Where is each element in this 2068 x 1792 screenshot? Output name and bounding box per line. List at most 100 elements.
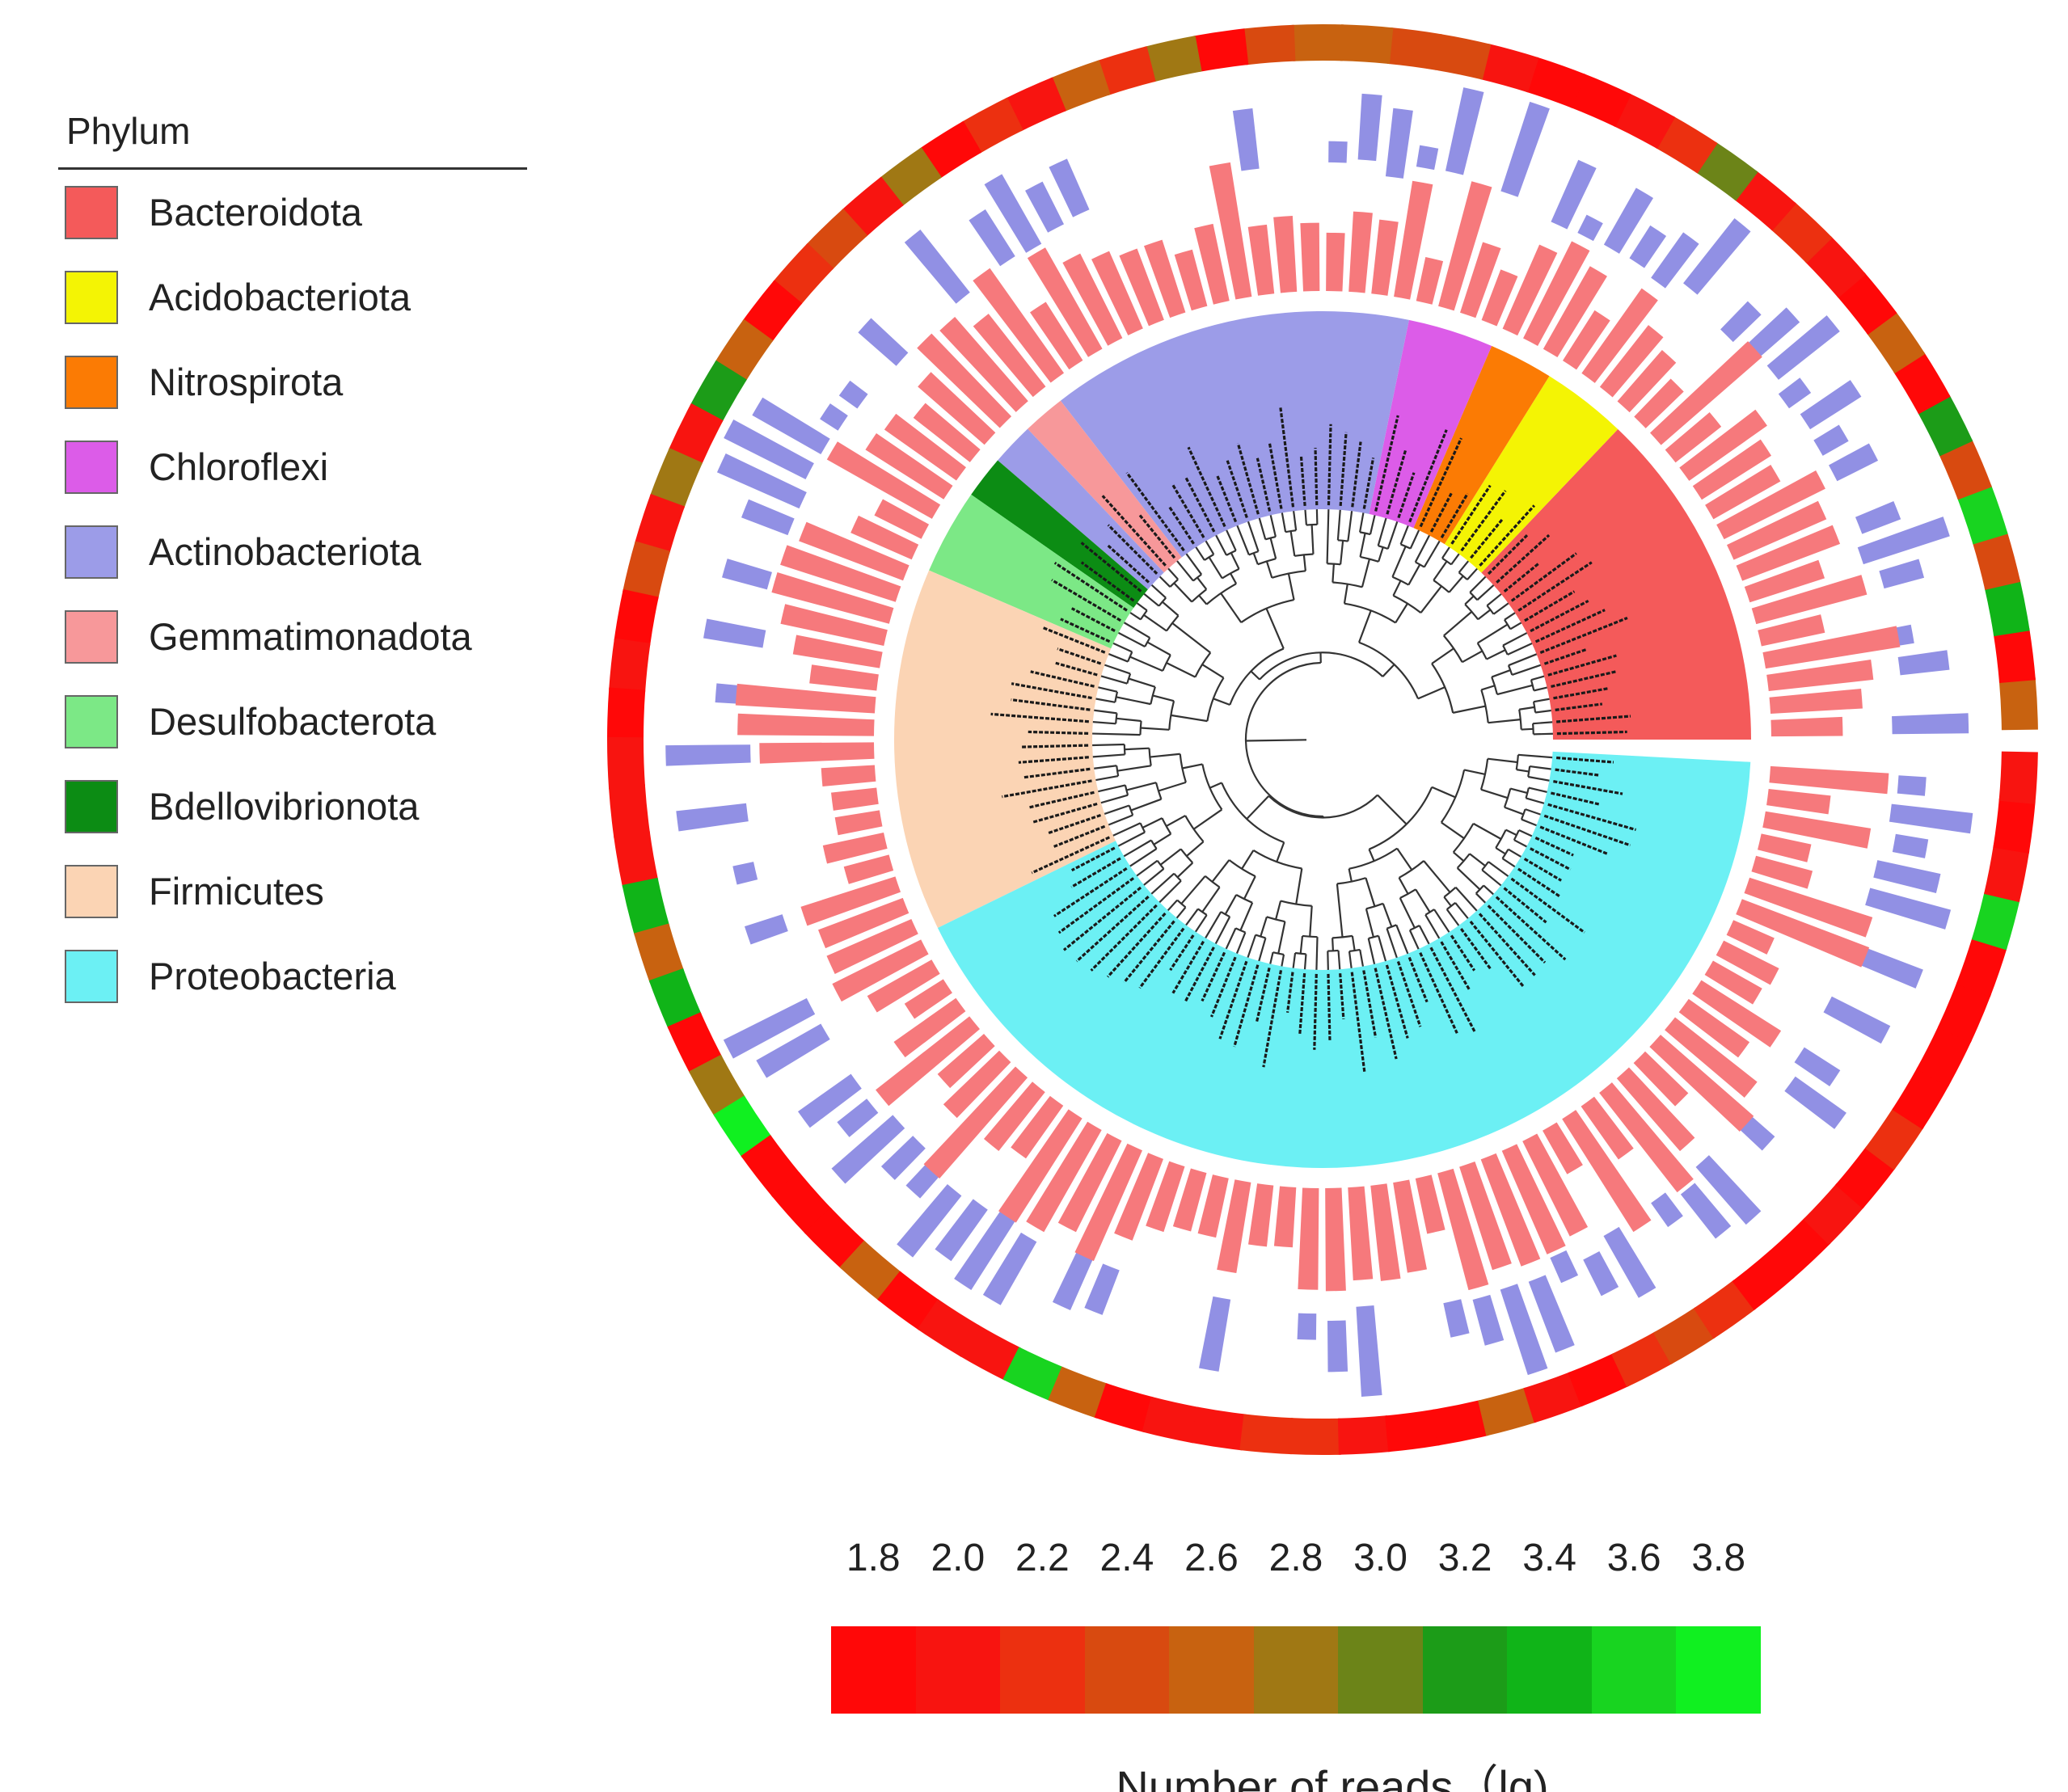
heatmap-cell [1917, 394, 1973, 457]
leaf-label [1397, 472, 1416, 519]
inner-bar [867, 959, 940, 1013]
leaf-label [1440, 941, 1471, 992]
tree-branch [1348, 868, 1353, 882]
outer-bar [1784, 1076, 1846, 1129]
inner-bar [1633, 1051, 1689, 1107]
tree-branch [1095, 774, 1119, 782]
leaf-label [1543, 647, 1588, 665]
leaf-label [1107, 524, 1159, 575]
heatmap-cell [1242, 24, 1296, 65]
outer-bar [1865, 888, 1952, 930]
legend-label: Desulfobacterota [149, 700, 437, 743]
outer-bar [820, 403, 848, 431]
inner-bar [1416, 257, 1444, 305]
tree-branch [1303, 954, 1307, 970]
leaf-label [1539, 616, 1628, 654]
tree-branch [1441, 546, 1450, 559]
outer-bar [1680, 1183, 1732, 1239]
tree-branch [1167, 899, 1179, 912]
leaf-label [1551, 791, 1600, 806]
tree-branch [1104, 664, 1131, 675]
leaf-label [1479, 504, 1535, 567]
tree-branch [1392, 580, 1402, 597]
heatmap-cell [1972, 531, 2021, 590]
inner-bar [826, 441, 941, 519]
tree-branch [1516, 769, 1530, 773]
tree-branch [1094, 765, 1117, 770]
inner-bar [1026, 1121, 1102, 1233]
tree-branch [1399, 525, 1409, 545]
legend-label: Actinobacteriota [149, 530, 422, 573]
heatmap-cell [1340, 24, 1394, 65]
inner-bar [937, 1034, 995, 1089]
leaf-label [1523, 858, 1562, 882]
leaf-label [1233, 964, 1260, 1048]
outer-bar [831, 1115, 905, 1184]
tree-branch [1518, 829, 1533, 837]
tree-branch [1128, 805, 1134, 816]
outer-bar [1857, 517, 1950, 565]
tree-branch [1472, 822, 1502, 840]
heatmap-cell [1893, 352, 1951, 415]
outer-bar [1897, 650, 1950, 676]
leaf-label [1339, 432, 1348, 506]
legend-label: Gemmatimonadota [149, 615, 472, 658]
tree-branch [1336, 509, 1341, 541]
tree-branch [1454, 887, 1478, 912]
tree-branch [1094, 709, 1117, 715]
leaf-label [1030, 670, 1095, 688]
inner-bar [1758, 833, 1812, 862]
legend-label: Firmicutes [149, 870, 324, 913]
heatmap-cell [689, 1054, 746, 1117]
tree-branch [1194, 651, 1212, 678]
heatmap-cell [959, 1324, 1022, 1381]
outer-bar [837, 1098, 879, 1137]
legend-swatch [65, 525, 118, 579]
outer-bar [756, 1023, 830, 1078]
heatmap-cell [1984, 845, 2030, 903]
tree-branch [1477, 609, 1492, 621]
outer-bar [1500, 1284, 1548, 1376]
outer-bar [1385, 108, 1413, 179]
inner-bar [893, 997, 966, 1058]
inner-bar [822, 833, 888, 864]
tree-branch [1418, 925, 1430, 945]
heatmap-cell [770, 1172, 833, 1235]
leaf-label [1171, 483, 1205, 538]
leaf-label [1080, 561, 1135, 602]
legend-label: Nitrospirota [149, 361, 344, 403]
outer-bar [1651, 232, 1699, 289]
legend-item-firmicutes: Firmicutes [58, 849, 527, 934]
heatmap-cell [879, 147, 942, 207]
inner-bar [1247, 224, 1275, 296]
leaf-label [1510, 552, 1577, 602]
heatmap-cell [1695, 141, 1758, 201]
legend-swatch [65, 355, 118, 409]
inner-bar [1716, 940, 1779, 985]
heatmap-cell [1433, 33, 1492, 80]
tree-branch [1450, 553, 1460, 566]
outer-bar [1603, 1226, 1657, 1298]
outer-bar [1052, 1251, 1094, 1310]
leaf-label [1075, 895, 1150, 963]
tree-branch [1443, 896, 1452, 907]
tree-branch [1281, 512, 1287, 533]
tree-branch [1386, 924, 1397, 930]
colorbar-tick: 3.4 [1522, 1537, 1576, 1579]
inner-bar [1438, 181, 1492, 311]
leaf-label [1169, 934, 1195, 972]
sector-chloroflexi [1369, 319, 1492, 529]
heatmap-cell [805, 209, 868, 271]
inner-bar [1766, 659, 1874, 692]
colorbar-axis-label: Number of reads（lg) [1116, 1761, 1549, 1792]
inner-bar [1770, 716, 1843, 737]
tree-branch [1252, 552, 1259, 565]
tree-branch [1260, 917, 1268, 937]
outer-bar [838, 380, 868, 409]
heatmap-cell [1733, 170, 1797, 231]
heatmap-cell [1916, 1025, 1972, 1087]
leaf-label [1106, 912, 1167, 978]
inner-bar [1217, 1179, 1251, 1274]
tree-branch [1277, 921, 1286, 954]
colorbar-cell [1000, 1626, 1085, 1714]
